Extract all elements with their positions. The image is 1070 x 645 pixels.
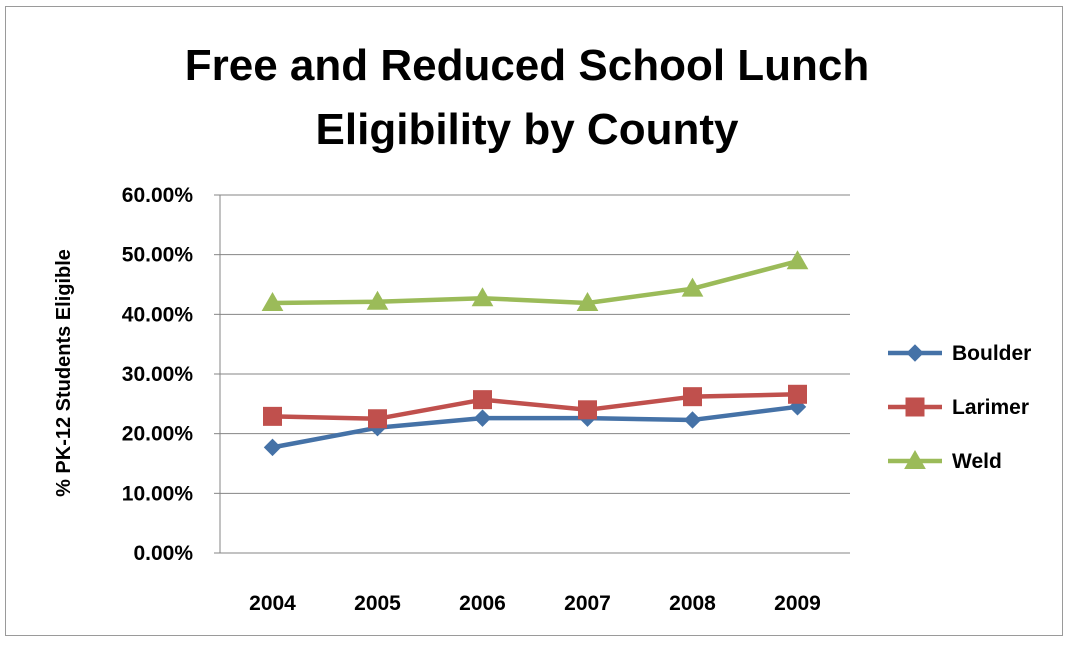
data-point-weld xyxy=(576,291,599,311)
series-line-weld xyxy=(272,259,799,306)
data-point-boulder xyxy=(683,411,702,429)
data-point-weld xyxy=(471,287,494,307)
y-tick-label: 20.00% xyxy=(122,423,194,446)
chart-title: Free and Reduced School Lunch Eligibilit… xyxy=(185,41,870,154)
legend: Boulder Larimer Weld xyxy=(888,342,1031,473)
data-point-weld xyxy=(681,277,704,297)
legend-item-larimer: Larimer xyxy=(888,396,1029,419)
y-tick-label: 60.00% xyxy=(122,184,194,207)
y-tick-label: 30.00% xyxy=(122,363,194,386)
series-line-boulder xyxy=(272,404,798,450)
gridlines xyxy=(220,194,850,494)
series-group xyxy=(261,250,809,457)
series-boulder xyxy=(263,398,807,457)
y-tick-label: 10.00% xyxy=(122,482,194,505)
x-tick-label: 2008 xyxy=(669,592,716,615)
data-point-larimer xyxy=(473,390,492,410)
x-tick-label: 2007 xyxy=(564,592,611,615)
y-tick-label: 0.00% xyxy=(133,542,193,565)
data-point-weld xyxy=(366,290,389,310)
series-weld xyxy=(261,250,809,311)
data-point-larimer xyxy=(368,409,387,429)
legend-item-boulder: Boulder xyxy=(888,342,1031,365)
x-tick-label: 2009 xyxy=(774,592,821,615)
y-axis-ticks: 0.00% 10.00% 20.00% 30.00% 40.00% 50.00% 60.00… xyxy=(122,184,220,565)
x-tick-label: 2004 xyxy=(249,592,296,615)
legend-label-boulder: Boulder xyxy=(952,342,1031,365)
y-axis-label: % PK-12 Students Eligible xyxy=(53,249,75,497)
y-tick-label: 50.00% xyxy=(122,244,194,267)
x-tick-label: 2005 xyxy=(354,592,401,615)
series-larimer xyxy=(263,384,807,429)
data-point-larimer xyxy=(578,400,597,420)
y-tick-label: 40.00% xyxy=(122,303,194,326)
chart-title-line-2: Eligibility by County xyxy=(316,105,739,154)
chart-frame xyxy=(5,6,1063,636)
legend-marker-larimer xyxy=(905,397,925,417)
data-point-weld xyxy=(786,250,809,270)
chart-title-line-1: Free and Reduced School Lunch xyxy=(185,41,870,90)
data-point-larimer xyxy=(683,387,702,407)
data-point-boulder xyxy=(473,409,492,427)
legend-label-larimer: Larimer xyxy=(952,396,1029,419)
legend-marker-boulder xyxy=(906,344,924,362)
data-point-larimer xyxy=(263,406,282,426)
data-point-boulder xyxy=(263,438,282,457)
x-axis-ticks: 2004 2005 2006 2007 2008 2009 xyxy=(249,592,821,615)
legend-marker-weld xyxy=(904,449,926,469)
series-line-larimer xyxy=(272,392,798,421)
legend-label-weld: Weld xyxy=(952,450,1002,473)
data-point-weld xyxy=(261,291,284,311)
data-point-larimer xyxy=(788,384,807,404)
legend-item-weld: Weld xyxy=(888,449,1002,473)
x-tick-label: 2006 xyxy=(459,592,506,615)
